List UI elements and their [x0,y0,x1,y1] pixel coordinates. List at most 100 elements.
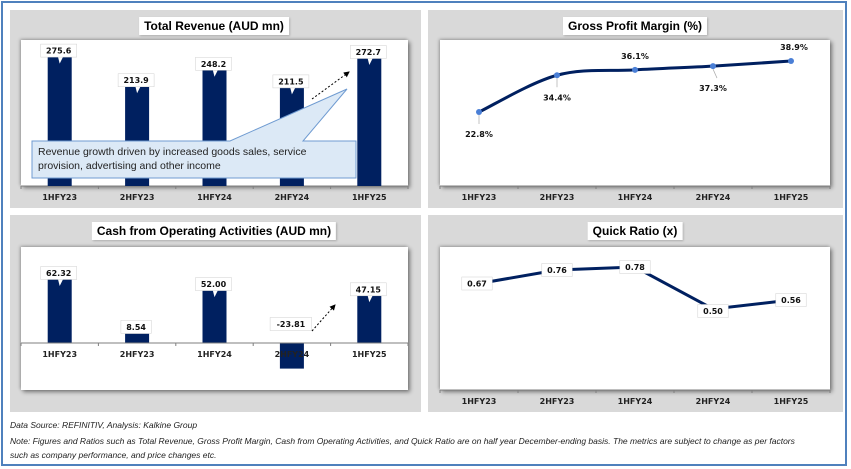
gpm-point-marker [476,109,482,115]
revenue-label-pointer [289,86,296,95]
revenue-data-label-box [40,43,77,58]
revenue-data-label: 272.7 [350,45,387,59]
gpm-data-label-text: 37.3% [699,84,727,93]
gpm-point-marker [788,58,794,64]
gpm-chart-title: Gross Profit Margin (%) [562,17,708,35]
quick-chart-title: Quick Ratio (x) [587,222,683,240]
revenue-chart-title: Total Revenue (AUD mn) [139,17,289,35]
gpm-x-tick-label: 2HFY24 [696,193,731,202]
revenue-bar [357,55,382,186]
quick-data-label: 0.76 [541,263,573,277]
gpm-data-label: 38.9% [780,43,808,52]
revenue-label-pointer [57,55,64,64]
revenue-x-tick-label: 2HFY24 [275,193,310,202]
revenue-x-tick-label: 2HFY23 [120,193,155,202]
revenue-label-pointer [367,57,374,65]
gpm-x-tick-label: 1HFY23 [462,193,497,202]
cfo-x-tick-label: 2HFY23 [120,350,155,359]
gpm-leader-line [712,68,718,79]
gpm-data-label-text: 34.4% [543,93,571,102]
methodology-note-line-2: such as company performance, and price c… [10,450,217,460]
cfo-data-label: 8.54 [120,320,152,334]
gpm-data-label-text: 36.1% [621,52,649,61]
revenue-data-label: 248.2 [195,57,232,71]
revenue-data-label-text: 272.7 [356,48,381,57]
revenue-data-label: 211.5 [272,74,310,89]
quick-data-label: 0.50 [697,304,729,318]
cfo-x-tick-label: 1HFY25 [352,350,387,359]
callout-line-1: Revenue growth driven by increased goods… [38,146,307,158]
revenue-x-tick-label: 1HFY24 [197,193,232,202]
revenue-data-label-box [117,73,155,87]
quick-data-label: 0.67 [461,276,493,291]
revenue-data-label-text: 248.2 [201,60,226,69]
gpm-x-tick-label: 1HFY24 [618,193,653,202]
cfo-data-label-text: 52.00 [201,280,227,289]
cfo-label-pointer [212,289,219,298]
quick-data-label-box [541,263,573,277]
revenue-data-label: 213.9 [117,73,155,87]
gpm-point-marker [632,66,638,73]
gpm-data-label-text: 38.9% [780,43,808,52]
cfo-x-tick-label: 1HFY23 [42,350,77,359]
cfo-bar [47,276,72,343]
cfo-data-label-text: 62.32 [46,269,71,278]
cfo-data-label-text: 8.54 [126,323,146,332]
revenue-callout-balloon [31,88,357,179]
gpm-point-marker [710,63,716,70]
callout-line-2: provision, advertising and other income [38,160,221,172]
revenue-data-label-box [195,57,232,71]
cfo-trend-arrow [311,304,336,332]
gpm-plot-area [440,40,830,186]
cfo-data-label-text: 47.15 [356,285,382,294]
quick-data-label-text: 0.67 [467,280,487,289]
quick-x-tick-label: 2HFY23 [540,397,575,406]
quick-data-label-text: 0.50 [703,307,723,316]
gpm-x-tick-label: 1HFY25 [774,193,809,202]
revenue-label-pointer [135,85,142,94]
revenue-data-label-text: 275.6 [46,47,72,56]
revenue-label-pointer [212,68,219,77]
revenue-callout-text: Revenue growth driven by increased goods… [38,145,306,173]
quick-data-label-text: 0.78 [625,263,645,272]
quick-data-label-text: 0.56 [781,296,801,305]
quick-data-label-box [461,276,493,291]
methodology-note-line-1: Note: Figures and Ratios such as Total R… [10,436,795,446]
quick-data-label-box [697,304,729,318]
cfo-data-label-box [350,282,387,297]
quick-data-label-box [775,293,807,307]
quick-x-tick-label: 2HFY24 [696,397,731,406]
gpm-x-tick-label: 2HFY23 [540,193,575,202]
revenue-x-tick-label: 1HFY23 [42,193,77,202]
gpm-data-label: 36.1% [621,52,649,61]
cfo-data-label: 47.15 [350,282,387,297]
quick-data-label: 0.78 [619,260,651,274]
quick-x-tick-label: 1HFY23 [462,397,497,406]
cfo-data-label-box [120,320,152,334]
revenue-data-label-text: 211.5 [278,77,304,86]
cfo-bar [125,333,150,343]
quick-x-tick-label: 1HFY25 [774,397,809,406]
cfo-data-label-box [40,266,77,280]
cfo-data-label: -23.81 [269,317,312,331]
gpm-data-label-text: 22.8% [465,130,493,139]
quick-data-label-box [619,260,651,274]
revenue-data-label-text: 213.9 [123,76,149,85]
quick-data-label: 0.56 [775,293,807,307]
cfo-label-pointer [367,294,374,303]
revenue-data-label: 275.6 [40,43,77,58]
quick-data-label-text: 0.76 [547,266,567,275]
cfo-x-tick-label: 2HFY24 [275,350,310,359]
cfo-x-tick-label: 1HFY24 [197,350,232,359]
revenue-data-label-box [272,74,310,89]
cfo-data-label: 62.32 [40,266,77,280]
cfo-data-label-text: -23.81 [277,320,306,329]
cfo-bar [279,343,304,369]
quick-x-tick-label: 1HFY24 [618,397,653,406]
revenue-data-label-box [350,45,387,59]
gpm-point-marker [554,72,560,79]
revenue-x-tick-label: 1HFY25 [352,193,387,202]
